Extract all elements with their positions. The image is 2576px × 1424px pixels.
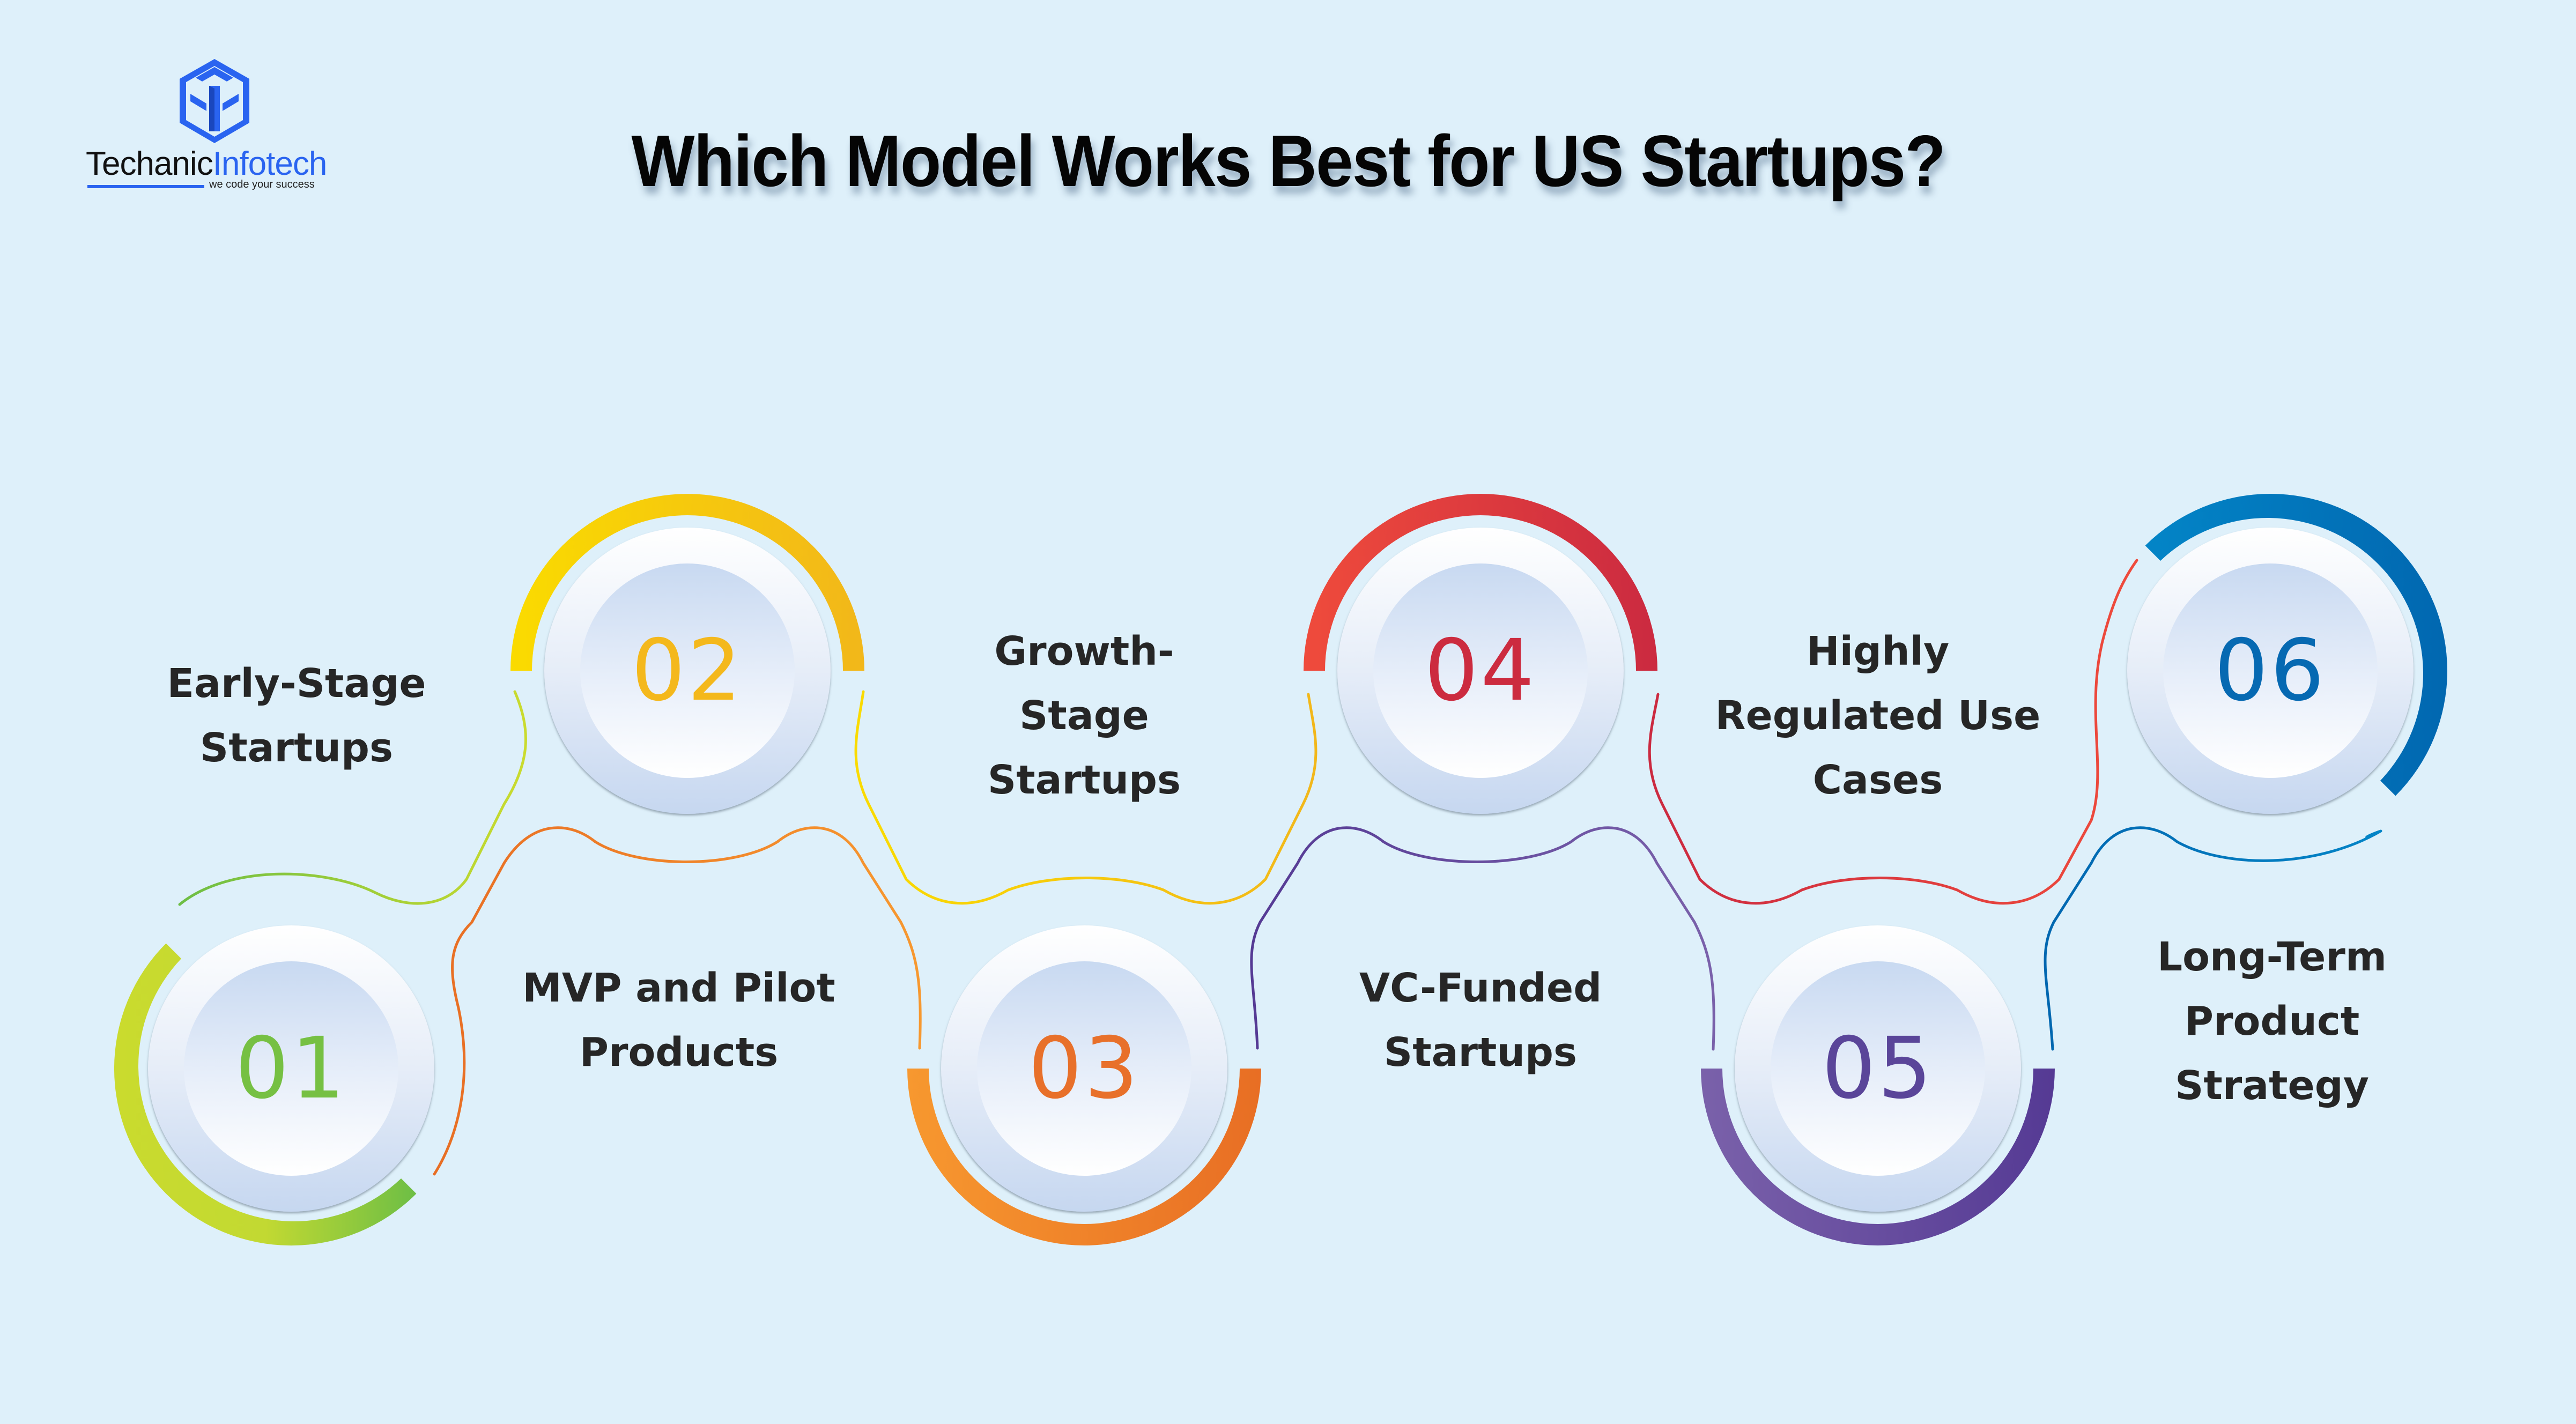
step-02-arc <box>510 494 864 671</box>
step-06-circle <box>2127 494 2447 814</box>
step-05-arc <box>1701 1069 2055 1245</box>
label-vc-funded-startups: VC-Funded Startups <box>1320 956 1641 1085</box>
connector-lines <box>178 559 2382 1176</box>
step-03-arc <box>907 1069 1261 1245</box>
connector-yellow <box>854 690 1317 905</box>
label-line: Regulated Use <box>1715 693 2041 739</box>
step-01-number: 01 <box>235 1019 347 1118</box>
step-04-arc <box>1304 494 1657 671</box>
label-line: Long-Term <box>2157 934 2387 980</box>
brand-name: TechanicInfotech <box>86 145 327 182</box>
label-line: Product <box>2184 998 2360 1044</box>
connector-blue <box>2044 826 2382 1051</box>
step-01-arc <box>114 943 417 1246</box>
connector-red <box>1648 559 2138 905</box>
label-line: Startups <box>987 757 1181 803</box>
brand-logo: TechanicInfotech we code your success <box>80 56 349 201</box>
label-mvp-and-pilot-products: MVP and Pilot Products <box>491 956 867 1085</box>
label-growth-stage-startups: Growth- Stage Startups <box>923 619 1245 812</box>
step-06-arc <box>2145 494 2447 796</box>
step-05-number: 05 <box>1822 1019 1934 1118</box>
label-line: MVP and Pilot <box>522 965 835 1011</box>
step-02-number: 02 <box>631 621 744 720</box>
label-line: Early-Stage <box>167 661 426 707</box>
label-line: Startups <box>1383 1029 1578 1076</box>
connector-green <box>178 690 527 906</box>
label-line: VC-Funded <box>1359 965 1602 1011</box>
step-02-circle <box>510 494 864 814</box>
step-01-circle <box>114 925 434 1246</box>
label-line: Growth- <box>994 628 1174 674</box>
label-line: Stage <box>1019 693 1149 739</box>
step-03-number: 03 <box>1028 1019 1141 1118</box>
label-long-term-product-strategy: Long-Term Product Strategy <box>2111 925 2433 1118</box>
label-line: Highly <box>1806 628 1950 674</box>
connector-purple <box>1250 826 1715 1051</box>
logo-cube-icon <box>180 59 249 143</box>
step-04-circle <box>1304 494 1657 814</box>
step-03-circle <box>907 925 1261 1245</box>
label-highly-regulated-use-cases: Highly Regulated Use Cases <box>1690 619 2066 812</box>
label-line: Startups <box>199 725 394 771</box>
brand-tagline: we code your success <box>209 179 315 190</box>
label-early-stage-startups: Early-Stage Startups <box>136 651 457 780</box>
step-05-circle <box>1701 925 2055 1245</box>
label-line: Strategy <box>2175 1063 2369 1109</box>
label-line: Cases <box>1812 757 1943 803</box>
page-title: Which Model Works Best for US Startups? <box>631 120 1945 202</box>
step-06-number: 06 <box>2214 621 2327 720</box>
step-04-number: 04 <box>1424 621 1537 720</box>
label-line: Products <box>579 1029 779 1076</box>
connector-orange <box>433 826 922 1176</box>
brand-underline <box>87 185 204 188</box>
